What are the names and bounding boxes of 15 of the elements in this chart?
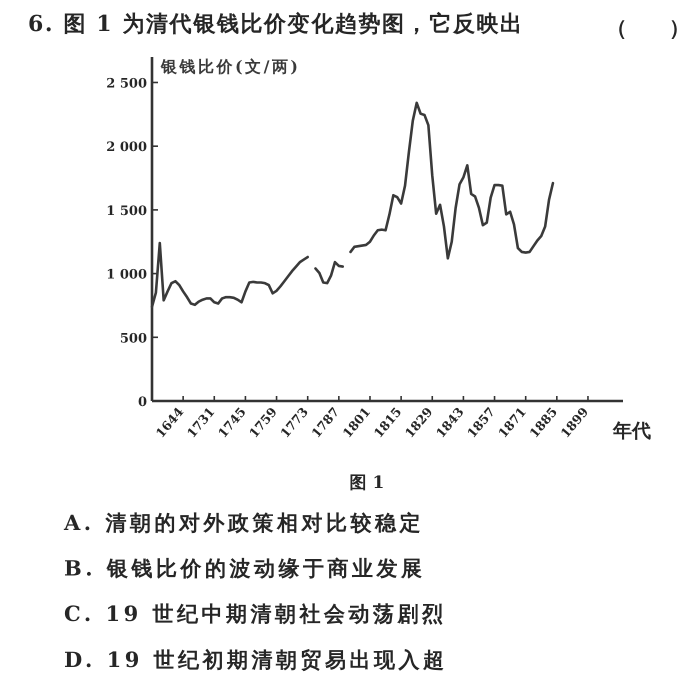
y-tick-label: 2 500 xyxy=(106,76,147,92)
chart-title: 6. 图 1 为清代银钱比价变化趋势图，它反映出 xyxy=(28,11,524,37)
caption: 图 1 xyxy=(350,473,384,493)
y-tick-label: 2 000 xyxy=(106,140,147,156)
text: B. 银钱比价的波动缘于商业发展 xyxy=(64,556,426,581)
y-tick-label: 0 xyxy=(138,395,147,410)
y-tick-label: 1 500 xyxy=(106,204,147,219)
text: A. 清朝的对外政策相对比较稳定 xyxy=(63,510,424,535)
text: D. 19 世纪初期清朝贸易出现入超 xyxy=(64,646,448,672)
x-axis-title: 年代 xyxy=(612,420,651,442)
y-tick-label: 500 xyxy=(120,331,147,346)
y-tick-label: 1 000 xyxy=(106,268,147,283)
y-axis-title: 银钱比价(文/两) xyxy=(160,57,300,76)
text: C. 19 世纪中期清朝社会动荡剧烈 xyxy=(64,601,447,626)
text: （ ） xyxy=(606,15,690,40)
